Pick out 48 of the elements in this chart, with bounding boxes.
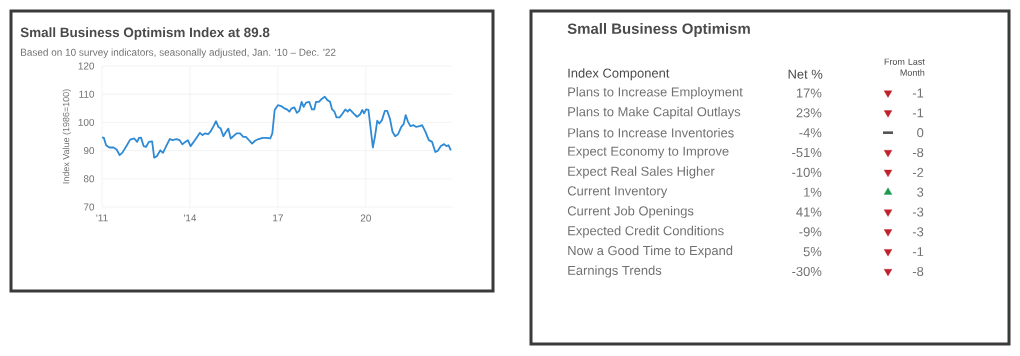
category-label: Current Inventory bbox=[567, 186, 668, 199]
data-label: 5% bbox=[803, 247, 822, 257]
data-label: 23% bbox=[796, 108, 822, 118]
line-series bbox=[101, 95, 452, 159]
chart-subtitle: Based on 10 survey indicators, seasonally adjusted, Jan. '10 – Dec. '22 bbox=[21, 48, 336, 58]
category-label: Now a Good Time to Expand bbox=[568, 245, 733, 258]
y-tick-label: 110 bbox=[79, 90, 95, 98]
data-label: -3 bbox=[912, 207, 924, 217]
legend-label: Net % bbox=[788, 69, 823, 79]
x-tick-label: 17 bbox=[273, 214, 283, 222]
data-label: 17% bbox=[796, 88, 822, 98]
x-tick-label: '14 bbox=[183, 214, 197, 222]
data-label: -8 bbox=[912, 147, 924, 158]
data-label: -51% bbox=[792, 147, 822, 158]
category-label: Plans to Increase Employment bbox=[568, 86, 743, 100]
category-label: Plans to Make Capital Outlays bbox=[568, 106, 741, 119]
y-tick-label: 100 bbox=[78, 118, 95, 126]
category-label: Earnings Trends bbox=[568, 265, 662, 278]
y-tick-label: 120 bbox=[78, 62, 95, 70]
data-label: -9% bbox=[799, 227, 822, 237]
text: Small Business Optimism bbox=[567, 23, 750, 37]
category-label: Expect Economy to Improve bbox=[568, 146, 729, 159]
x-tick-label: '11 bbox=[96, 214, 108, 222]
text: From Last Month bbox=[884, 58, 925, 76]
data-label: -8 bbox=[912, 266, 924, 277]
data-label: 0 bbox=[917, 128, 924, 138]
y-axis-title: Index Value (1986=100) bbox=[62, 89, 72, 184]
y-tick-label: 80 bbox=[83, 175, 95, 183]
category-label: Current Job Openings bbox=[567, 205, 694, 219]
chart-title: Small Business Optimism Index at 89.8 bbox=[20, 27, 270, 40]
data-label: 3 bbox=[917, 187, 924, 197]
data-label: -30% bbox=[792, 266, 822, 277]
data-label: -3 bbox=[912, 227, 924, 237]
data-label: -4% bbox=[799, 128, 822, 138]
data-label: -1 bbox=[912, 88, 924, 98]
data-label: 1% bbox=[804, 187, 822, 197]
category-label: Plans to Increase Inventories bbox=[568, 127, 734, 138]
category-label: Expect Real Sales Higher bbox=[568, 166, 715, 179]
category-label: Expected Credit Conditions bbox=[568, 225, 724, 238]
data-label: -1 bbox=[912, 247, 924, 257]
data-label: 41% bbox=[796, 207, 822, 217]
y-tick-label: 90 bbox=[83, 147, 95, 155]
x-tick-label: 20 bbox=[360, 214, 371, 222]
data-label: -1 bbox=[912, 108, 924, 118]
data-label: -2 bbox=[912, 167, 924, 177]
data-label: -10% bbox=[792, 167, 822, 177]
y-tick-label: 70 bbox=[83, 203, 95, 211]
text: Index Component bbox=[568, 68, 670, 81]
